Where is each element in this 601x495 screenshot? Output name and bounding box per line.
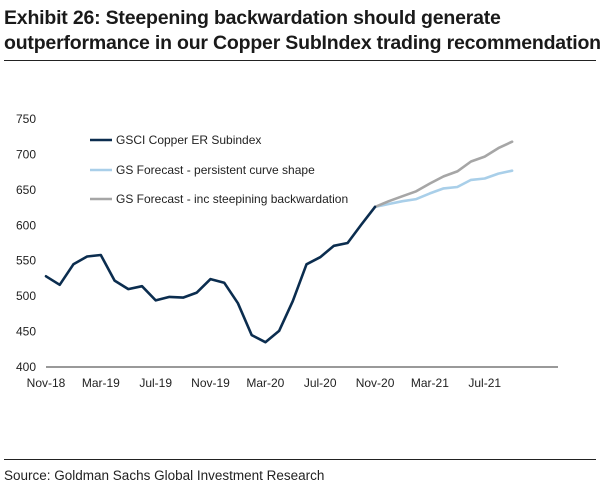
x-tick-label: Mar-20 xyxy=(246,376,284,390)
x-tick-label: Jul-19 xyxy=(139,376,172,390)
series-line-1 xyxy=(373,169,514,209)
series-line-2 xyxy=(373,140,514,209)
source-note: Source: Goldman Sachs Global Investment … xyxy=(4,468,325,483)
chart-title-line-1: Exhibit 26: Steepening backwardation sho… xyxy=(4,7,501,29)
y-tick-label: 500 xyxy=(16,289,36,303)
y-tick-label: 700 xyxy=(16,147,36,161)
y-tick-label: 400 xyxy=(16,360,36,374)
y-tick-label: 600 xyxy=(16,218,36,232)
x-tick-label: Mar-21 xyxy=(411,376,449,390)
chart-title: Exhibit 26: Steepening backwardation sho… xyxy=(4,6,601,56)
chart-series xyxy=(44,140,514,344)
legend-label: GS Forecast - inc steepining backwardati… xyxy=(116,192,348,206)
y-tick-label: 550 xyxy=(16,254,36,268)
legend-label: GSCI Copper ER Subindex xyxy=(116,133,261,147)
chart-legend: GSCI Copper ER Subindex GS Forecast - per… xyxy=(90,133,348,206)
x-tick-label: Nov-20 xyxy=(356,376,395,390)
series-line-0 xyxy=(44,205,377,344)
y-tick-label: 650 xyxy=(16,183,36,197)
bottom-divider xyxy=(4,459,596,460)
x-tick-label: Jul-20 xyxy=(304,376,337,390)
x-tick-label: Nov-19 xyxy=(191,376,230,390)
y-tick-label: 750 xyxy=(16,112,36,126)
top-divider xyxy=(4,60,596,61)
chart-title-line-2: outperformance in our Copper SubIndex tr… xyxy=(4,32,601,54)
legend-label: GS Forecast - persistent curve shape xyxy=(116,163,315,177)
x-tick-label: Nov-18 xyxy=(27,376,66,390)
y-tick-label: 450 xyxy=(16,325,36,339)
x-tick-label: Mar-19 xyxy=(82,376,120,390)
chart-axes: 400 450 500 550 600 650 700 750 Nov-18 Mar-19 Jul-… xyxy=(16,112,558,390)
x-tick-label: Jul-21 xyxy=(468,376,501,390)
